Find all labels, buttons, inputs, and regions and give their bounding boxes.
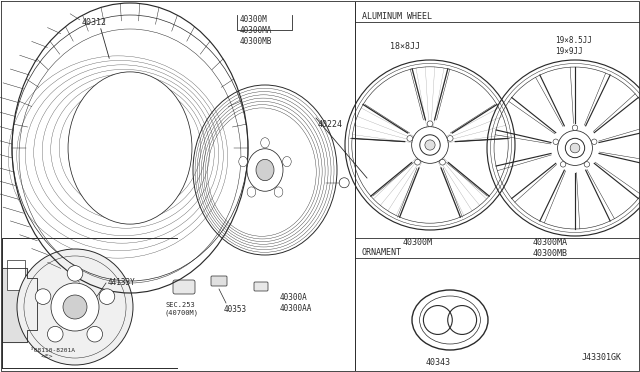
Ellipse shape: [247, 149, 283, 191]
Text: 40300M: 40300M: [403, 238, 433, 247]
Text: J43301GK: J43301GK: [582, 353, 622, 362]
Ellipse shape: [247, 187, 256, 197]
Text: 40343: 40343: [426, 358, 451, 367]
Circle shape: [407, 135, 413, 141]
Circle shape: [447, 135, 453, 141]
Ellipse shape: [412, 290, 488, 350]
Circle shape: [35, 289, 51, 304]
Text: ALUMINUM WHEEL: ALUMINUM WHEEL: [362, 12, 432, 21]
FancyBboxPatch shape: [173, 280, 195, 294]
Text: SEC.253
(40700M): SEC.253 (40700M): [165, 302, 199, 316]
Circle shape: [51, 283, 99, 331]
Ellipse shape: [239, 157, 248, 167]
Circle shape: [570, 143, 580, 153]
Text: 18×8JJ: 18×8JJ: [390, 42, 420, 51]
Text: 40353: 40353: [224, 305, 247, 314]
Text: 40300M
40300MA
40300MB: 40300M 40300MA 40300MB: [240, 15, 273, 46]
Circle shape: [440, 159, 445, 165]
Circle shape: [420, 135, 440, 155]
Text: ORNAMENT: ORNAMENT: [362, 248, 402, 257]
Circle shape: [99, 289, 115, 304]
Text: 19×8.5JJ
19×9JJ: 19×8.5JJ 19×9JJ: [555, 36, 592, 56]
Circle shape: [561, 162, 566, 167]
Circle shape: [591, 139, 597, 144]
Ellipse shape: [68, 72, 192, 224]
Text: 40300MA
40300MB: 40300MA 40300MB: [532, 238, 568, 258]
Circle shape: [427, 121, 433, 126]
Ellipse shape: [283, 157, 291, 167]
Text: 40300A
40300AA: 40300A 40300AA: [280, 293, 312, 313]
Circle shape: [63, 295, 87, 319]
Circle shape: [17, 249, 133, 365]
Circle shape: [572, 125, 578, 131]
Text: ³08110-8201A
   <E>: ³08110-8201A <E>: [30, 348, 75, 359]
Circle shape: [425, 140, 435, 150]
FancyBboxPatch shape: [211, 276, 227, 286]
Circle shape: [553, 139, 559, 144]
Circle shape: [67, 266, 83, 281]
FancyBboxPatch shape: [7, 260, 25, 290]
Circle shape: [415, 159, 420, 165]
Circle shape: [584, 162, 589, 167]
Circle shape: [47, 326, 63, 342]
Circle shape: [87, 326, 102, 342]
Ellipse shape: [274, 187, 283, 197]
Ellipse shape: [256, 159, 274, 181]
Polygon shape: [2, 268, 37, 342]
Ellipse shape: [260, 138, 269, 148]
Text: 40224: 40224: [318, 120, 343, 129]
Text: 44133Y: 44133Y: [108, 278, 136, 287]
Circle shape: [565, 138, 585, 158]
Text: 40312: 40312: [82, 18, 107, 27]
FancyBboxPatch shape: [254, 282, 268, 291]
